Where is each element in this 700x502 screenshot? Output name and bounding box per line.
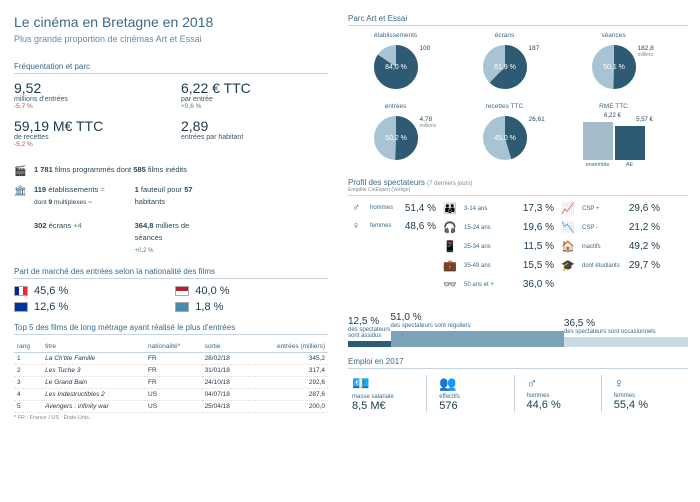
svg-text:45,0 %: 45,0 % bbox=[494, 135, 516, 142]
assid-segment: 36,5 %des spectateurs sont occasionnels bbox=[564, 337, 688, 347]
pie-block: écrans 61,9 % 187 bbox=[457, 32, 552, 95]
profil-item: 📉 CSP - 21,2 % bbox=[560, 221, 660, 234]
nat-item: 40,0 % bbox=[175, 285, 316, 297]
profil-item: 📈 CSP + 29,6 % bbox=[560, 202, 660, 215]
profil-item: 💼 35-49 ans 15,5 % bbox=[442, 259, 554, 272]
section-nat-label: Part de marché des entrées selon la nati… bbox=[14, 267, 328, 279]
pie-block: recettes TTC 45,0 % 26,61 bbox=[457, 103, 552, 168]
facts: 🎬1 781 films programmés dont 585 films i… bbox=[14, 164, 328, 257]
section-freq-label: Fréquentation et parc bbox=[14, 62, 328, 74]
section-emploi-label: Emploi en 2017 bbox=[348, 357, 688, 369]
right-column: Parc Art et Essai établissements 84,0 % … bbox=[340, 0, 700, 502]
profil-grid: ♂ hommes 51,4 % ♀ femmes 48,6 % 👪 3-14 a… bbox=[348, 202, 688, 291]
freq-item: 2,89entrées par habitant bbox=[181, 118, 328, 141]
profil-item: 🏠 inactifs 49,2 % bbox=[560, 240, 660, 253]
nat-item: 45,6 % bbox=[14, 285, 155, 297]
section-parc-label: Parc Art et Essai bbox=[348, 14, 688, 26]
rme-block: RME TTC 6,22 €5,57 € ensembleAE bbox=[566, 103, 661, 168]
assid-segment: 12,5 %des spectateurs sont assidus bbox=[348, 341, 391, 347]
emploi-item: 💶masse salariale8,5 M€ bbox=[348, 375, 427, 412]
svg-text:84,0 %: 84,0 % bbox=[385, 64, 407, 71]
pie-block: établissements 84,0 % 100 bbox=[348, 32, 443, 95]
profil-item: ♀ femmes 48,6 % bbox=[348, 220, 436, 232]
emploi-item: ♂hommes44,6 % bbox=[523, 375, 602, 412]
page-subtitle: Plus grande proportion de cinémas Art et… bbox=[14, 34, 328, 44]
svg-text:50,2 %: 50,2 % bbox=[385, 135, 407, 142]
pie-chart: 50,1 % bbox=[588, 41, 640, 93]
pie-chart: 45,0 % bbox=[479, 112, 531, 164]
pie-grid: établissements 84,0 % 100 écrans 61,9 % … bbox=[348, 32, 688, 168]
top5-footnote: * FR : France / US : États-Unis. bbox=[14, 415, 328, 421]
pie-chart: 50,2 % bbox=[370, 112, 422, 164]
section-top5-label: Top 5 des films de long métrage ayant ré… bbox=[14, 323, 328, 335]
assiduity-bar: 12,5 %des spectateurs sont assidus51,0 %… bbox=[348, 301, 688, 347]
pie-chart: 61,9 % bbox=[479, 41, 531, 93]
profil-item: 🎧 15-24 ans 19,6 % bbox=[442, 221, 554, 234]
freq-grid: 9,52millions d'entrées-5,7 % 59,19 M€ TTC… bbox=[14, 80, 328, 156]
profil-item: 👓 50 ans et + 36,0 % bbox=[442, 278, 554, 291]
profil-item: 👪 3-14 ans 17,3 % bbox=[442, 202, 554, 215]
profil-item: 📱 25-34 ans 11,5 % bbox=[442, 240, 554, 253]
profil-item: ♂ hommes 51,4 % bbox=[348, 202, 436, 214]
emploi-item: ♀femmes55,4 % bbox=[610, 375, 688, 412]
freq-item: 9,52millions d'entrées-5,7 % bbox=[14, 80, 161, 110]
nat-item: 12,6 % bbox=[14, 301, 155, 313]
freq-item: 59,19 M€ TTCde recettes-5,2 % bbox=[14, 118, 161, 148]
freq-item: 6,22 € TTCpar entrée+0,6 % bbox=[181, 80, 328, 110]
pie-chart: 84,0 % bbox=[370, 41, 422, 93]
pie-block: entrées 50,2 % 4,78millions bbox=[348, 103, 443, 168]
emploi-item: 👥effectifs576 bbox=[435, 375, 514, 412]
emploi-row: 💶masse salariale8,5 M€👥effectifs576♂homm… bbox=[348, 375, 688, 412]
assid-segment: 51,0 %des spectateurs sont réguliers bbox=[391, 331, 564, 347]
section-profil-label: Profil des spectateurs (7 derniers jours… bbox=[348, 178, 688, 196]
pie-block: séances 50,1 % 182,8milliers bbox=[566, 32, 661, 95]
page-title: Le cinéma en Bretagne en 2018 bbox=[14, 14, 328, 30]
left-column: Le cinéma en Bretagne en 2018 Plus grand… bbox=[0, 0, 340, 502]
top5-table: rangtitrenationalité*sortieentrées (mill… bbox=[14, 341, 328, 413]
svg-text:50,1 %: 50,1 % bbox=[603, 64, 625, 71]
nat-grid: 45,6 % 40,0 % 12,6 % 1,8 % bbox=[14, 285, 328, 313]
svg-text:61,9 %: 61,9 % bbox=[494, 64, 516, 71]
nat-item: 1,8 % bbox=[175, 301, 316, 313]
profil-item: 🎓 dont étudiants 29,7 % bbox=[560, 259, 660, 272]
